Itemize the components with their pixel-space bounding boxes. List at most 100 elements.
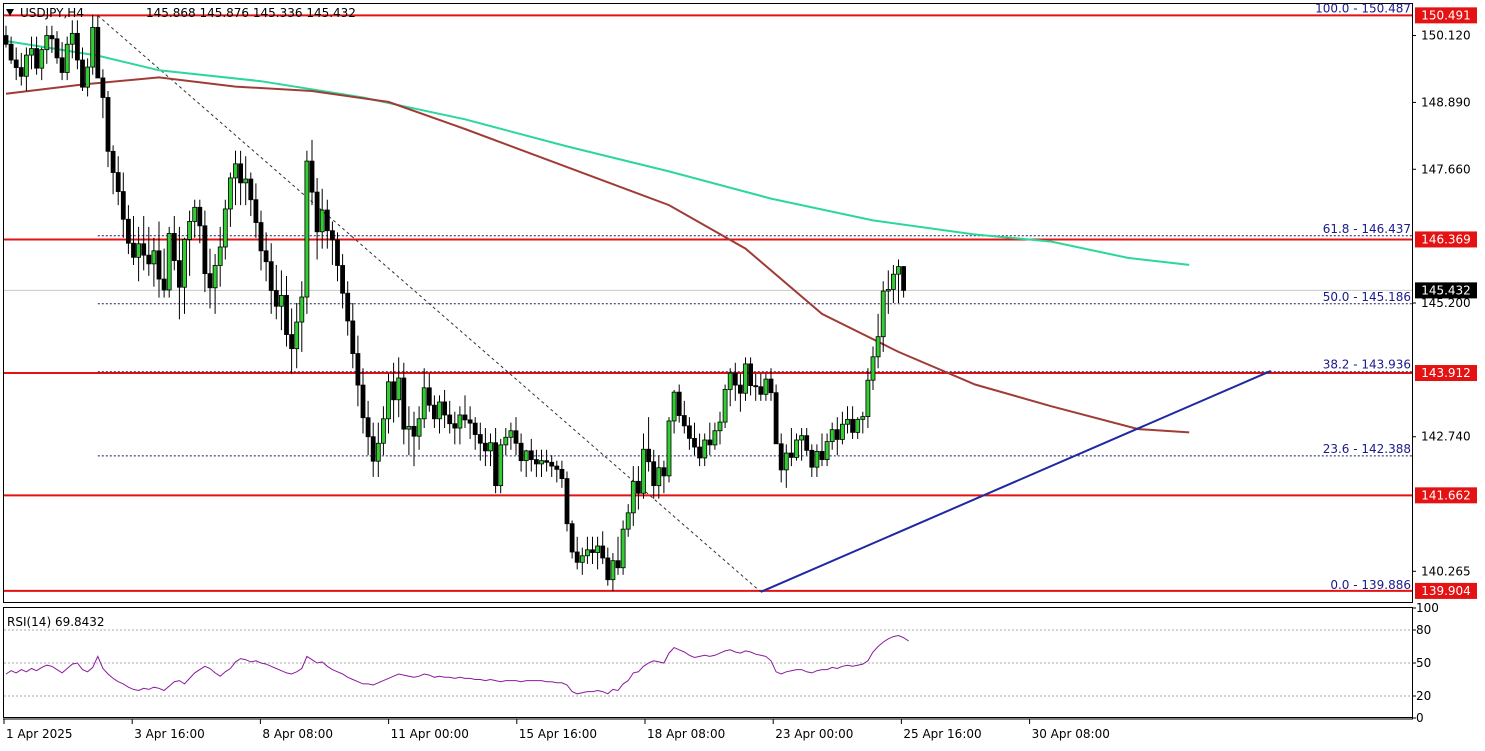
candle	[671, 389, 677, 434]
candle	[69, 20, 75, 59]
fib-label-2: 50.0 - 145.186	[1323, 290, 1411, 304]
candle-body	[891, 273, 896, 290]
candle	[651, 449, 657, 499]
candle	[49, 25, 55, 53]
candle	[258, 210, 264, 271]
candle	[243, 156, 249, 206]
candle	[477, 422, 483, 461]
candle	[85, 58, 90, 97]
candle-body	[100, 77, 106, 98]
candle	[115, 156, 121, 206]
symbol-timeframe[interactable]: USDJPY,H4	[20, 6, 84, 20]
level-tag-label-0: 150.491	[1421, 8, 1471, 22]
candle	[161, 248, 167, 298]
candle-body	[901, 266, 906, 291]
fib-label-3: 38.2 - 143.936	[1323, 358, 1411, 372]
candle-body	[263, 250, 269, 263]
candle-body	[421, 387, 427, 420]
fib-label-1: 61.8 - 146.437	[1323, 222, 1411, 236]
candle	[896, 259, 901, 303]
candle	[687, 417, 692, 450]
candle-body	[227, 177, 233, 210]
candle	[860, 411, 866, 434]
candle-body	[23, 54, 29, 77]
candle	[717, 411, 723, 445]
candle	[579, 547, 585, 575]
candle-body	[528, 450, 534, 460]
candle-body	[273, 290, 279, 307]
candle-body	[763, 378, 769, 395]
candle-body	[411, 426, 417, 437]
candle-body	[212, 265, 218, 289]
candle-body	[768, 378, 774, 394]
time-label-8: 30 Apr 08:00	[1032, 727, 1110, 741]
candle-body	[574, 551, 580, 563]
candle-body	[477, 434, 483, 444]
candle-body	[666, 420, 672, 477]
candle	[406, 406, 412, 456]
candle	[523, 449, 529, 477]
candle	[202, 210, 208, 293]
price-tick-label-1: 148.890	[1421, 95, 1471, 109]
candle-body	[59, 57, 65, 73]
candle-body	[115, 172, 121, 192]
current-price-label: 145.432	[1421, 283, 1471, 297]
candle-body	[641, 448, 646, 494]
candle-body	[197, 206, 203, 227]
candle	[166, 226, 172, 298]
candle-body	[493, 442, 499, 487]
candle	[370, 422, 376, 477]
candle	[437, 395, 442, 434]
candle-body	[319, 209, 325, 233]
moving-average-1	[5, 76, 1190, 434]
candle-body	[335, 239, 340, 266]
candle-body	[442, 401, 448, 416]
candle	[457, 406, 463, 445]
time-label-5: 18 Apr 08:00	[647, 727, 725, 741]
fibonacci-retracement[interactable]: 100.0 - 150.487 61.8 - 146.437 50.0 - 145.…	[97, 2, 1412, 593]
candle	[615, 536, 621, 575]
candle-body	[559, 468, 565, 479]
candle-body	[80, 59, 85, 88]
candle-body	[681, 415, 687, 427]
candle-body	[360, 384, 366, 419]
candle-body	[187, 221, 193, 240]
candle	[569, 520, 575, 559]
candle	[620, 520, 626, 575]
candle-body	[692, 437, 697, 448]
candle-body	[192, 206, 198, 222]
candle-body	[783, 452, 789, 471]
candle-body	[513, 430, 519, 444]
candle-body	[391, 381, 397, 401]
rsi-tick-label-4: 0	[1416, 711, 1424, 725]
candle-body	[600, 545, 606, 559]
candle-body	[809, 449, 815, 468]
candle	[416, 406, 422, 450]
rsi-tick-label-1: 80	[1416, 623, 1431, 637]
candle-body	[702, 439, 708, 459]
dropdown-triangle-icon[interactable]	[6, 9, 14, 16]
price-tick-label-5: 140.265	[1421, 564, 1471, 578]
candle-body	[29, 48, 34, 56]
candle-body	[722, 389, 728, 423]
candle-body	[758, 386, 764, 395]
candle	[304, 150, 310, 314]
candle	[289, 308, 295, 374]
candle	[865, 368, 871, 429]
price-tick-label-2: 147.660	[1421, 162, 1471, 176]
trendline[interactable]	[760, 370, 1272, 593]
candle	[299, 281, 305, 352]
candle-body	[126, 218, 131, 244]
candle	[850, 406, 855, 439]
candle-body	[39, 49, 45, 69]
candle-body	[870, 356, 876, 381]
candle	[192, 199, 198, 238]
candle	[885, 270, 891, 314]
candle-body	[182, 238, 187, 288]
candle	[824, 433, 830, 467]
candle-body	[120, 191, 126, 220]
candle	[452, 411, 458, 445]
candle	[753, 373, 759, 401]
